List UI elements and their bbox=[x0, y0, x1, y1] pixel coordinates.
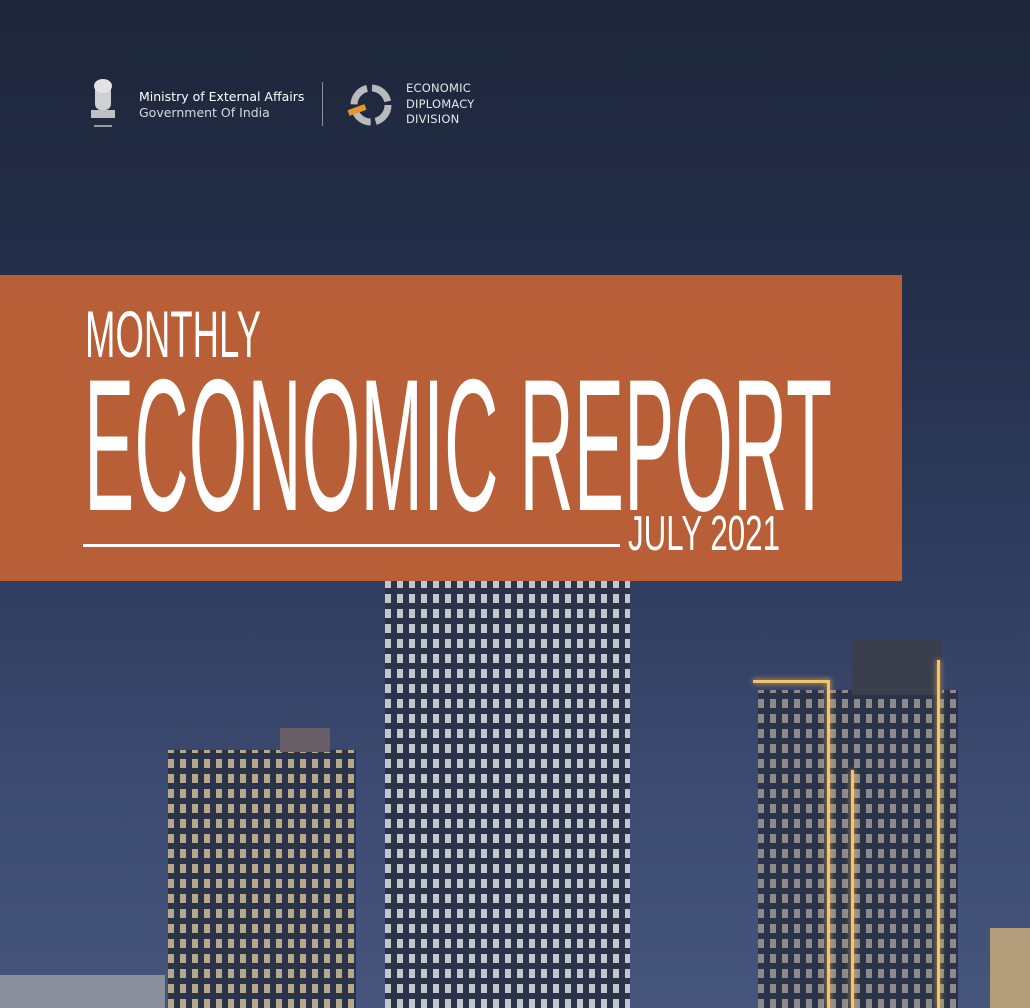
light-strip bbox=[851, 770, 854, 1008]
division-line: DIVISION bbox=[406, 112, 460, 126]
title-underline bbox=[83, 544, 620, 547]
economic-diplomacy-logo-icon bbox=[347, 84, 392, 126]
building-right-tower bbox=[758, 690, 958, 1008]
title-economic-report: ECONOMIC REPORT bbox=[84, 340, 832, 550]
light-strip bbox=[753, 680, 829, 683]
national-emblem-icon bbox=[91, 79, 115, 127]
building-left-roof bbox=[280, 728, 330, 752]
title-monthly: MONTHLY bbox=[85, 297, 261, 371]
division-line: ECONOMIC bbox=[406, 81, 471, 95]
light-strip bbox=[937, 660, 940, 1008]
building-left bbox=[168, 750, 356, 1008]
division-line: DIPLOMACY bbox=[406, 96, 475, 111]
light-strip bbox=[827, 680, 830, 1008]
ministry-line1: Ministry of External Affairs bbox=[139, 89, 305, 104]
division-name: ECONOMIC DIPLOMACY DIVISION bbox=[406, 81, 474, 128]
ministry-name: Ministry of External Affairs Government … bbox=[139, 89, 304, 121]
building-right-top bbox=[852, 640, 942, 695]
title-band bbox=[0, 275, 902, 581]
report-date: JULY 2021 bbox=[628, 507, 780, 561]
building-low bbox=[0, 975, 165, 1008]
cover-title: MONTHLY ECONOMIC REPORT JULY 2021 bbox=[84, 297, 832, 561]
building-small-right bbox=[990, 928, 1030, 1008]
ministry-line2: Government Of India bbox=[139, 105, 270, 120]
divider bbox=[322, 82, 323, 126]
